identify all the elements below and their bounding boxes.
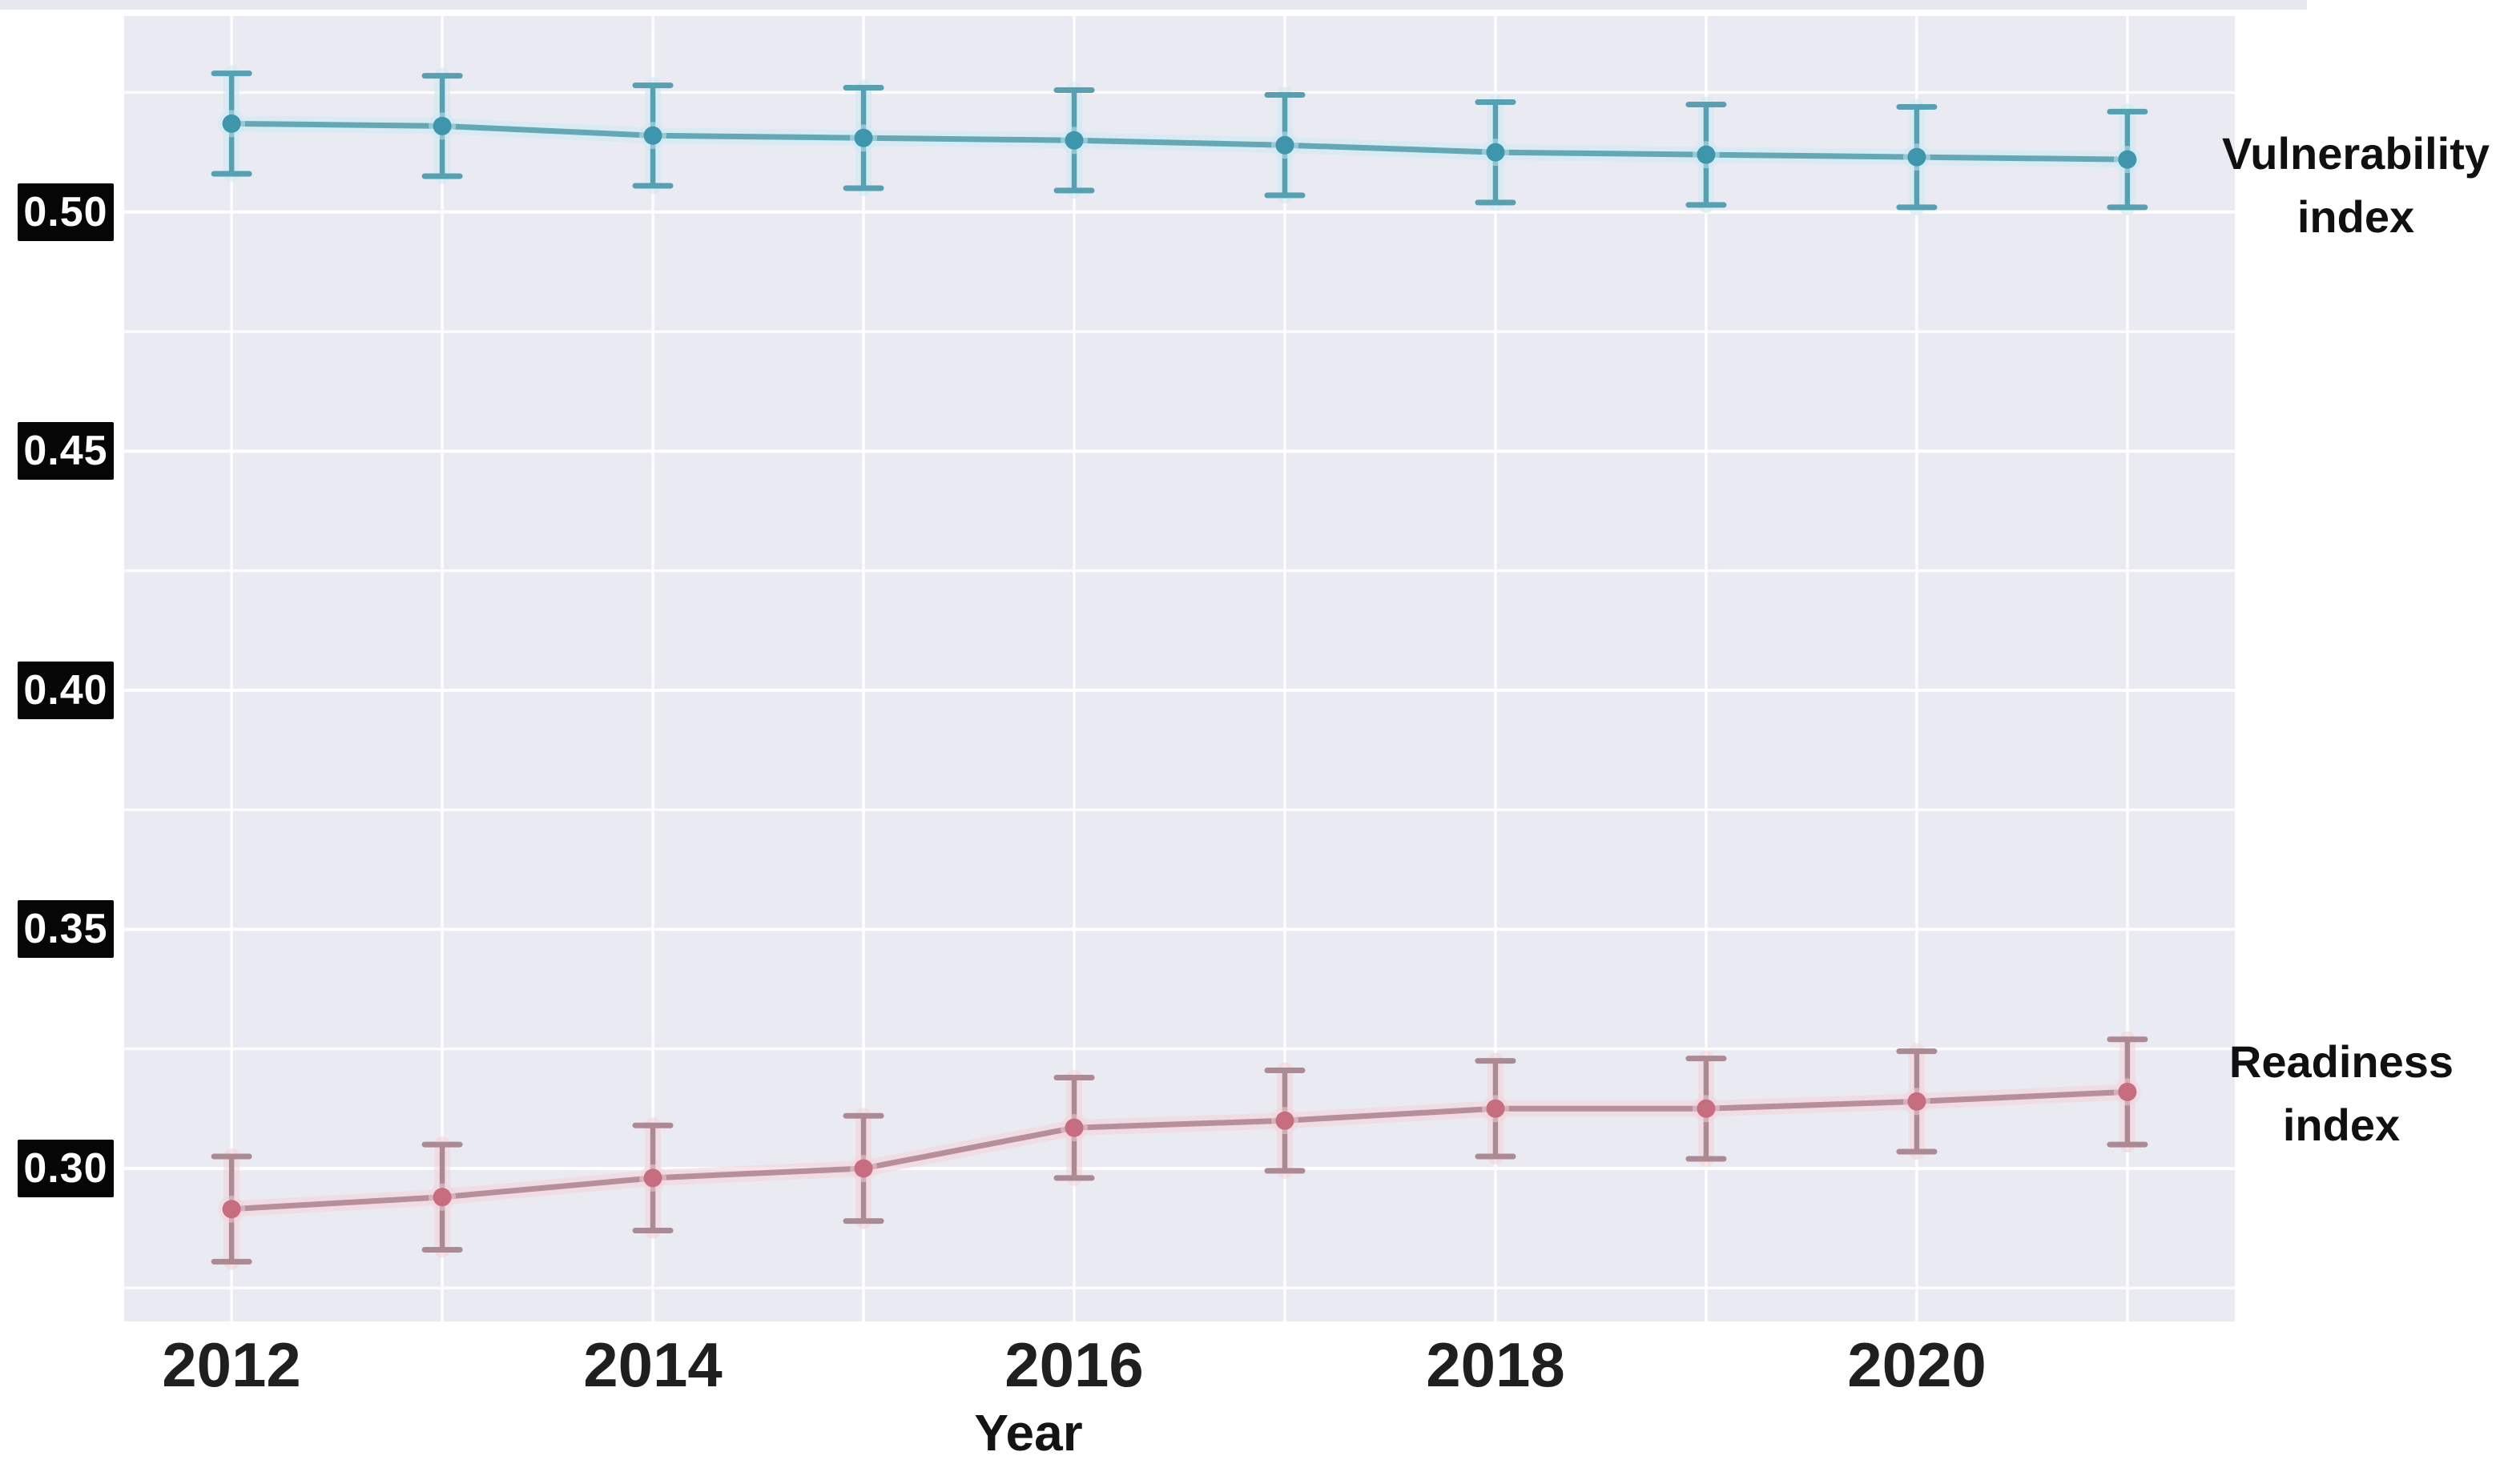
series-readiness: [211, 1031, 2148, 1270]
legend-vulnerability-label: Vulnerability index: [2168, 122, 2520, 248]
data-point-marker: [2118, 150, 2137, 169]
data-point-marker: [222, 1200, 241, 1219]
data-point-marker: [1907, 1092, 1926, 1111]
x-tick-label: 2018: [1426, 1329, 1565, 1400]
x-tick-label: 2016: [1004, 1329, 1144, 1400]
data-point-marker: [643, 126, 662, 145]
y-tick-label: 0.50: [18, 183, 114, 241]
data-point-marker: [643, 1168, 662, 1188]
data-point-marker: [1275, 1111, 1294, 1130]
legend-vulnerability-line2: index: [2297, 191, 2415, 242]
data-point-marker: [854, 128, 873, 147]
data-point-marker: [1065, 1118, 1084, 1137]
legend-readiness-line1: Readiness: [2228, 1036, 2454, 1087]
data-point-marker: [1275, 135, 1294, 155]
figure-top-edge: [0, 0, 2307, 10]
series-vulnerability: [211, 65, 2148, 215]
y-tick-label: 0.40: [18, 662, 114, 719]
series-line: [228, 120, 2131, 163]
x-tick-label: 2020: [1847, 1329, 1987, 1400]
y-tick-label: 0.35: [18, 900, 114, 958]
data-point-marker: [1697, 145, 1716, 164]
y-tick-label: 0.30: [18, 1140, 114, 1197]
data-point-marker: [433, 1188, 452, 1207]
data-point-marker: [2118, 1082, 2137, 1101]
x-tick-label: 2012: [162, 1329, 301, 1400]
series-line: [228, 1088, 2131, 1213]
x-tick-label: 2014: [583, 1329, 723, 1400]
data-point-marker: [1065, 131, 1084, 150]
x-axis-title: Year: [974, 1404, 1083, 1462]
data-point-marker: [1697, 1099, 1716, 1118]
legend-readiness-line2: index: [2282, 1100, 2401, 1150]
legend-vulnerability-line1: Vulnerability: [2221, 128, 2490, 179]
legend-readiness-label: Readiness index: [2153, 1030, 2520, 1156]
data-point-marker: [222, 114, 241, 133]
data-point-marker: [854, 1159, 873, 1178]
data-point-marker: [1486, 143, 1505, 162]
y-tick-label: 0.45: [18, 422, 114, 480]
data-point-marker: [1486, 1099, 1505, 1118]
data-point-marker: [1907, 147, 1926, 167]
data-point-marker: [433, 116, 452, 135]
